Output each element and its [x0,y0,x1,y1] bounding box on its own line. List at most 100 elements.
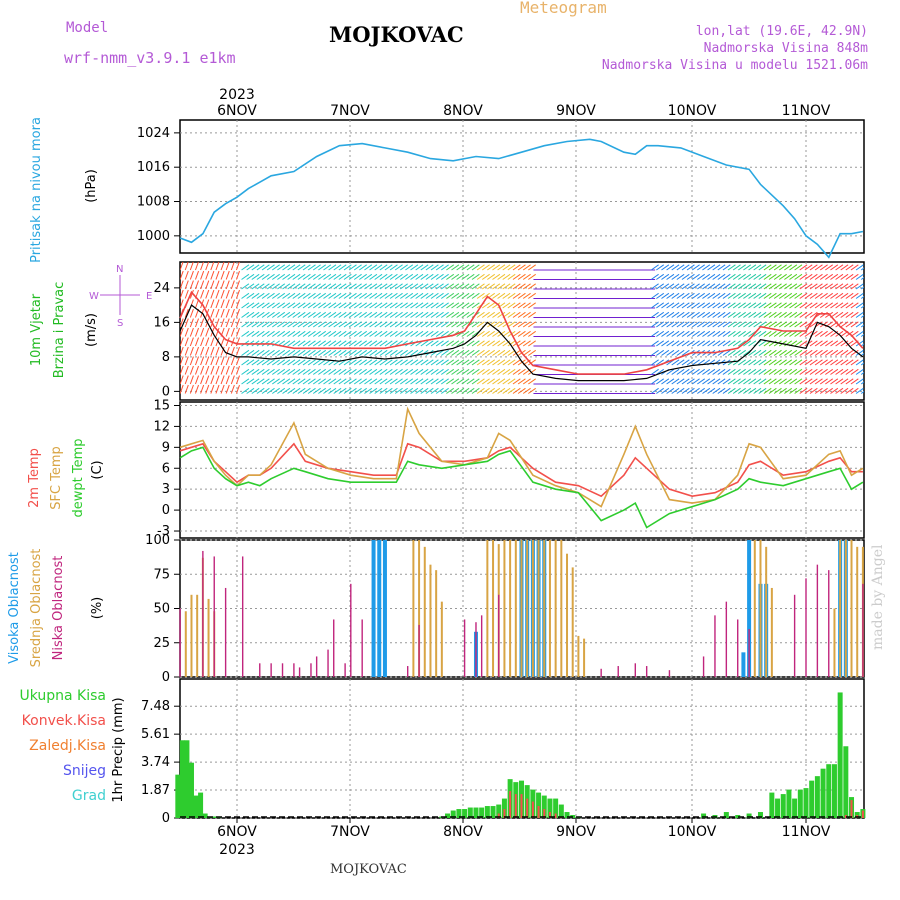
precip-bar-total [473,807,479,818]
wind-barb [487,264,496,271]
wind-barb [194,375,200,385]
wind-barb [394,264,403,271]
wind-barb [768,349,777,356]
wind-barb [282,273,291,280]
wind-barb [809,283,818,290]
wind-barb [189,270,194,280]
wind-barb [650,292,659,299]
wind-barb [451,340,460,347]
wind-barb [727,330,736,337]
wind-barb [215,299,220,309]
wind-barb [338,387,347,394]
wind-barb [215,327,220,337]
wind-barb [712,378,721,385]
wind-barb [835,349,844,356]
wind-barb [318,273,327,280]
wind-barb [794,292,803,299]
wind-barb [425,311,434,318]
precip-bar-total [450,810,456,818]
wind-barb [487,359,496,366]
wind-barb [830,264,839,271]
wind-barb [656,330,665,337]
wind-barb [686,283,695,290]
wind-barb [246,387,255,394]
wind-barb [318,264,327,271]
wind-barb [666,340,675,347]
precip-bar-convective [548,812,551,818]
wind-barb [804,387,813,394]
x-tick-label-bottom: 11NOV [782,824,831,840]
wind-barb [799,330,808,337]
cloud-bar-mid [577,635,580,677]
wind-barb [789,321,798,328]
wind-barb [333,378,342,385]
wind-barb [773,264,782,271]
wind-barb [282,387,291,394]
cloud-bar-low [600,668,602,677]
wind-barb [251,311,260,318]
wind-barb [343,273,352,280]
wind-barb [359,387,367,394]
wind-barb [394,349,403,356]
wind-barb [743,302,752,309]
wind-barb [502,264,511,271]
cloud-bar-mid [509,540,512,677]
wind-barb [400,311,408,318]
x-tick-label-top: 10NOV [668,103,717,119]
wind-barb [425,292,434,299]
wind-barb [840,273,849,280]
wind-barb [466,368,475,375]
wind-barb [220,365,225,375]
wind-barb [794,330,803,337]
wind-barb [497,292,506,299]
cloud-bar-mid [571,567,574,677]
wind-barb [676,340,685,347]
wind-barb [799,359,808,366]
wind-barb [271,264,280,271]
wind-barb [456,368,465,375]
wind-barb [702,330,711,337]
wind-barb [333,321,342,328]
wind-barb [814,273,823,280]
wind-barb [671,283,680,290]
wind-barb [266,330,275,337]
wind-barb [379,321,388,328]
wind-barb [758,264,767,271]
wind-barb [671,378,680,385]
cloud-bar-low [475,622,477,677]
wind-barb [860,324,864,328]
wind-barb [850,349,859,356]
wind-barb [440,283,449,290]
wind-barb [727,302,736,309]
wind-barb [194,280,200,290]
wind-barb [328,273,337,280]
wind-barb [446,349,455,356]
wind-barb [287,302,296,309]
x-tick-label-bottom: 8NOV [443,824,483,840]
precip-bar-total [184,740,190,818]
wind-barb [415,283,424,290]
wind-barb [205,299,210,309]
wind-barb [799,321,808,328]
cloud-bar-mid [554,540,557,677]
wind-barb [271,330,280,337]
wind-barb [318,321,327,328]
wind-barb [338,349,347,356]
cloud-bar-low [315,656,318,677]
wind-barb [476,273,485,280]
wind-barb [287,283,296,290]
precip-bar-total [820,768,826,818]
wind-barb [778,292,787,299]
wind-barb [425,368,434,375]
wind-barb [292,292,301,299]
wind-barb [353,264,362,271]
cloud-bar-mid [486,540,489,677]
wind-barb [318,368,327,375]
y-tick-label-cloud: 75 [153,567,170,582]
wind-barb [446,321,455,328]
wind-barb [461,330,470,337]
wind-barb [256,273,265,280]
wind-barb [184,375,189,385]
wind-barb [743,311,752,318]
wind-barb [717,311,726,318]
